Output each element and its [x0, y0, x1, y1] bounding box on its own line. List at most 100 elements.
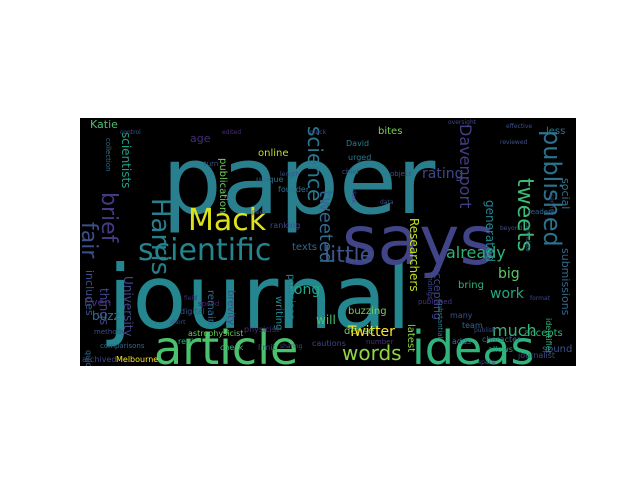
cloud-word: tweets [512, 178, 537, 252]
cloud-word: archived [82, 355, 116, 364]
cloud-word: quickly [84, 350, 93, 366]
cloud-word: will [316, 313, 336, 327]
cloud-word: accepts [524, 328, 563, 339]
cloud-word: team [462, 321, 483, 330]
cloud-word: field [184, 295, 197, 302]
cloud-word: University [121, 276, 135, 337]
cloud-word: published [418, 298, 452, 306]
cloud-word: much [492, 321, 537, 340]
cloud-word: beyond [500, 225, 523, 232]
cloud-word: chief [342, 168, 360, 176]
cloud-word: Katie [90, 118, 118, 131]
cloud-word: paper [162, 127, 436, 236]
cloud-word: method [94, 328, 121, 336]
cloud-word: control [120, 129, 141, 136]
cloud-word: dense [344, 326, 374, 337]
cloud-word: tweeted [315, 190, 336, 264]
cloud-word: says [342, 202, 495, 281]
cloud-word: texts [292, 242, 317, 253]
cloud-word: substantial [436, 300, 444, 339]
cloud-word: object [390, 170, 412, 178]
cloud-word: service [548, 194, 555, 216]
cloud-word: little [324, 243, 373, 268]
cloud-word: identifier [544, 318, 553, 355]
cloud-word: real [178, 337, 193, 346]
cloud-word: candidate [524, 222, 531, 252]
cloud-word: online [258, 148, 289, 159]
cloud-word: turn [204, 160, 218, 168]
cloud-word: founder [278, 185, 310, 194]
cloud-word: brief [96, 192, 121, 244]
cloud-word: Harris [145, 198, 175, 275]
cloud-word: sharing [280, 343, 303, 350]
cloud-word: astrophysicist [188, 329, 243, 338]
cloud-word: article [154, 321, 298, 366]
cloud-word: Researchers [407, 218, 421, 292]
cloud-word: publication [217, 158, 228, 213]
cloud-word: fair [80, 222, 101, 259]
word-cloud-frame: paper journal says article ideas scientific Ha… [80, 118, 576, 366]
cloud-word: brevity [225, 290, 236, 325]
cloud-word: writing [273, 296, 284, 330]
cloud-word: scientists [119, 132, 133, 188]
cloud-word: social [559, 178, 572, 209]
cloud-word: sound [542, 344, 572, 355]
cloud-word: Mack [188, 203, 267, 238]
cloud-word: digital [180, 307, 205, 316]
cloud-word: quick [310, 129, 327, 136]
cloud-word: physicist [244, 325, 279, 334]
cloud-word: collection [104, 138, 112, 172]
cloud-word: David [346, 139, 369, 148]
cloud-word: remain [205, 290, 216, 325]
cloud-word: Melbourne [116, 355, 158, 364]
cloud-word: data [380, 199, 394, 206]
cloud-word: check [220, 343, 244, 352]
cloud-word: urged [348, 153, 371, 162]
cloud-word: words [342, 341, 402, 365]
cloud-word: journal [106, 246, 411, 349]
cloud-word: unique [256, 175, 284, 184]
cloud-word: promises [285, 274, 296, 319]
cloud-word: published [538, 130, 566, 247]
cloud-word: bites [378, 126, 402, 137]
cloud-word: bring [458, 280, 484, 291]
cloud-word: generated [483, 200, 497, 262]
cloud-word: rating [422, 166, 463, 182]
cloud-word: latest [405, 324, 416, 352]
cloud-word: buzz [92, 309, 120, 323]
cloud-word: age [190, 132, 211, 145]
cloud-word: journalist [517, 351, 555, 360]
cloud-word: format [530, 295, 551, 302]
cloud-word: limit [258, 343, 276, 352]
cloud-word: comparisons [100, 342, 145, 350]
cloud-word: scientific [138, 233, 271, 268]
cloud-word: reviewed [500, 139, 528, 146]
cloud-word: publish [474, 327, 496, 334]
cloud-word: Even [84, 296, 111, 309]
cloud-word: dark [350, 190, 357, 204]
cloud-word: oversight [448, 119, 477, 126]
cloud-word: science [303, 126, 327, 201]
cloud-word: ideas [412, 321, 534, 366]
cloud-word: length [280, 171, 299, 178]
cloud-word: accepting [431, 266, 444, 320]
cloud-word: many [450, 311, 473, 320]
cloud-word: work [490, 286, 525, 302]
cloud-word: long [290, 282, 320, 298]
cloud-word: effective [506, 123, 532, 130]
cloud-word: number [366, 338, 393, 346]
cloud-word: Davenport [456, 124, 475, 208]
cloud-word: already [446, 243, 506, 262]
cloud-word: readers [528, 208, 555, 216]
cloud-word: short [170, 319, 186, 326]
cloud-word: character [482, 335, 521, 344]
cloud-word: adds [452, 337, 471, 346]
cloud-word: allows [488, 345, 513, 354]
cloud-word: ranking [270, 221, 300, 230]
cloud-word: things [97, 288, 111, 325]
cloud-word: edited [222, 129, 241, 136]
cloud-word: findings [426, 272, 434, 300]
cloud-word: peer [252, 209, 266, 216]
cloud-word: space [478, 359, 496, 366]
